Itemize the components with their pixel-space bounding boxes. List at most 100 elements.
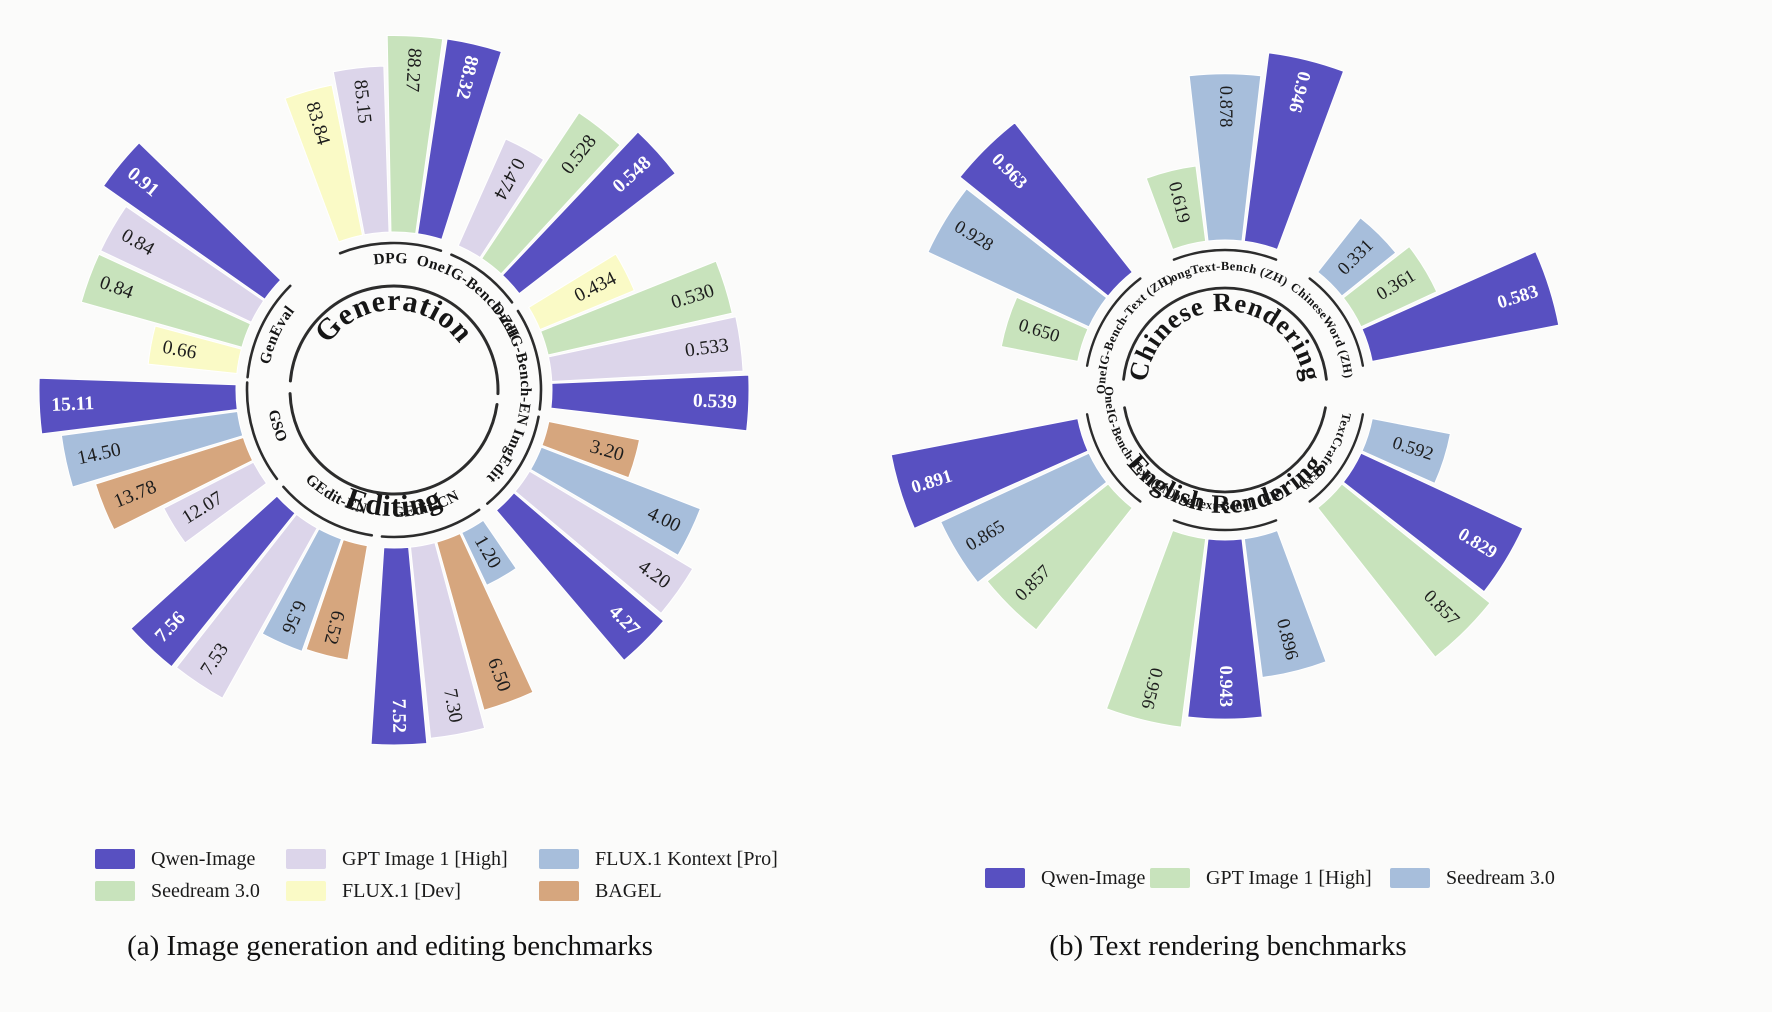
legend-label: FLUX.1 [Dev]: [342, 879, 461, 902]
legend-swatch-flux-1-dev: [286, 881, 326, 901]
bar-imgedit-flux-1-kontext-pro: [529, 446, 702, 556]
bar-imgedit-gpt-image-1-high: [514, 470, 694, 615]
group-label-imgedit: ImgEdit: [483, 427, 528, 487]
bar-oneig-bench-text-en-seedream-3-0: [940, 452, 1108, 584]
semicircle-title-arc: [288, 284, 500, 396]
legend-label: GPT Image 1 [High]: [1206, 866, 1372, 889]
bar-imgedit-bagel: [541, 420, 641, 479]
legend-swatch-gpt-image-1-high: [1150, 868, 1190, 888]
chart-generation-editing: GenerationGenEval0.660.840.840.91DPG83.8…: [38, 35, 750, 746]
group-arc-gedit-en: [282, 485, 374, 537]
group-label-geneval: GenEval: [257, 302, 298, 365]
bar-gso-bagel: [94, 436, 254, 531]
group-arc-geneval: [246, 284, 292, 379]
bar-value-longtext-bench-zh-seedream-3-0: 0.878: [1215, 86, 1235, 128]
group-arc-gedit-cn: [380, 508, 481, 539]
bar-textcraft-en-gpt-image-1-high: [1317, 483, 1491, 658]
group-arc-imgedit: [486, 415, 540, 505]
bar-dpg-flux-1-dev: [284, 84, 364, 243]
bar-geneval-gpt-image-1-high: [99, 205, 265, 323]
bar-dpg-gpt-image-1-high: [332, 65, 390, 236]
legend-swatch-flux-1-kontext-pro: [539, 849, 579, 869]
legend-label: Qwen-Image: [1041, 866, 1146, 889]
bar-geneval-flux-1-dev: [147, 325, 242, 375]
bar-oneig-bench-zh-seedream-3-0: [480, 112, 621, 275]
bar-chineseword-zh-qwen-image: [1361, 251, 1560, 362]
bar-oneig-bench-en-qwen-image: [550, 374, 750, 432]
bar-gedit-en-qwen-image: [130, 495, 296, 668]
legend-label: GPT Image 1 [High]: [342, 847, 508, 870]
bar-oneig-bench-text-en-gpt-image-1-high: [986, 483, 1133, 631]
bar-longtext-bench-zh-gpt-image-1-high: [1145, 165, 1207, 251]
bar-oneig-bench-text-zh-qwen-image: [959, 122, 1133, 297]
bar-value-longtext-bench-en-qwen-image: 0.943: [1215, 666, 1235, 708]
bar-value-dpg-seedream-3-0: 88.27: [401, 47, 425, 92]
bar-dpg-qwen-image: [417, 38, 502, 241]
semicircle-title-arc: [1123, 406, 1327, 494]
legend-item-bagel: BAGEL: [539, 875, 778, 907]
group-arc-longtext-bench-zh: [1172, 248, 1278, 261]
bar-oneig-bench-en-seedream-3-0: [540, 260, 733, 356]
legend-swatch-bagel: [539, 881, 579, 901]
legend-column: FLUX.1 Kontext [Pro] BAGEL: [539, 843, 778, 907]
bar-imgedit-qwen-image: [495, 492, 665, 662]
group-arc-textcraft-en: [1308, 413, 1365, 503]
bar-textcraft-en-seedream-3-0: [1361, 418, 1451, 485]
bar-oneig-bench-zh-qwen-image: [501, 131, 676, 295]
legend-label: Qwen-Image: [151, 847, 256, 870]
group-arc-gso: [245, 381, 279, 481]
legend-swatch-gpt-image-1-high: [286, 849, 326, 869]
group-label-dpg: DPG: [373, 250, 409, 269]
bar-value-dpg-gpt-image-1-high: 85.15: [349, 79, 375, 125]
group-label-longtext-bench-zh: LongText-Bench (ZH): [1160, 259, 1291, 289]
bar-gedit-cn-qwen-image: [370, 546, 428, 746]
bar-oneig-bench-text-zh-seedream-3-0: [927, 188, 1108, 328]
bar-oneig-bench-zh-gpt-image-1-high: [457, 138, 545, 259]
legend-column: Qwen-Image Seedream 3.0: [95, 843, 260, 907]
legend-label: FLUX.1 Kontext [Pro]: [595, 847, 778, 870]
legend-column: GPT Image 1 [High] FLUX.1 [Dev]: [286, 843, 508, 907]
legend-item-flux-1-dev: FLUX.1 [Dev]: [286, 875, 508, 907]
group-arc-oneig-bench-zh: [450, 253, 514, 304]
legend-label: Seedream 3.0: [151, 879, 260, 902]
legend-item-gpt-image-1-high: GPT Image 1 [High]: [286, 843, 508, 875]
bar-gso-gpt-image-1-high: [163, 461, 268, 544]
legend-label: Seedream 3.0: [1446, 866, 1555, 889]
bar-gedit-cn-gpt-image-1-high: [409, 542, 486, 739]
bar-geneval-qwen-image: [102, 142, 282, 300]
bar-longtext-bench-zh-qwen-image: [1243, 52, 1345, 251]
bar-gso-qwen-image: [38, 377, 238, 435]
legend-item-gpt-image-1-high: GPT Image 1 [High]: [1150, 862, 1372, 894]
group-arc-oneig-bench-en: [516, 309, 543, 411]
legend-swatch-qwen-image: [985, 868, 1025, 888]
group-arc-longtext-bench-en: [1172, 519, 1278, 532]
legend-column: Seedream 3.0: [1390, 862, 1555, 894]
bar-gso-flux-1-kontext-pro: [60, 410, 244, 488]
caption-chart-b: (b) Text rendering benchmarks: [1049, 930, 1407, 962]
legend-item-flux-1-kontext-pro: FLUX.1 Kontext [Pro]: [539, 843, 778, 875]
bar-oneig-bench-en-flux-1-dev: [528, 253, 635, 331]
legend-swatch-qwen-image: [95, 849, 135, 869]
bar-value-oneig-bench-en-qwen-image: 0.539: [693, 390, 738, 413]
legend-item-seedream-3-0: Seedream 3.0: [1390, 862, 1555, 894]
semicircle-title: Generation: [308, 284, 480, 349]
bar-gedit-cn-flux-1-kontext-pro: [461, 519, 517, 586]
bar-geneval-seedream-3-0: [80, 253, 252, 348]
group-label-gso: GSO: [265, 408, 291, 444]
legend-column: GPT Image 1 [High]: [1150, 862, 1372, 894]
bar-longtext-bench-en-qwen-image: [1187, 538, 1263, 720]
bar-oneig-bench-text-en-qwen-image: [890, 418, 1089, 529]
caption-chart-a: (a) Image generation and editing benchma…: [127, 930, 653, 962]
bar-gedit-cn-bagel: [436, 532, 534, 711]
group-arc-dpg: [338, 241, 443, 255]
bar-oneig-bench-en-gpt-image-1-high: [547, 316, 744, 382]
bar-chineseword-zh-seedream-3-0: [1317, 217, 1397, 297]
legend-label: BAGEL: [595, 879, 662, 902]
group-arc-oneig-bench-text-zh: [1085, 277, 1142, 367]
bar-gedit-en-flux-1-kontext-pro: [261, 528, 343, 652]
legend-item-qwen-image: Qwen-Image: [95, 843, 260, 875]
group-arc-oneig-bench-text-en: [1085, 413, 1142, 503]
